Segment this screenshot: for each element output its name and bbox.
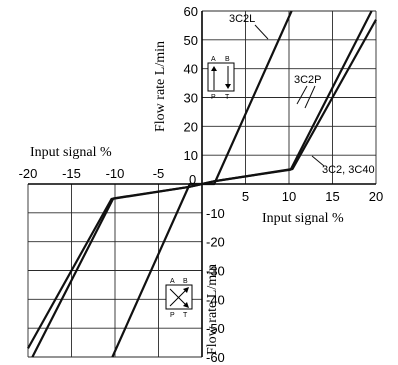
label-3c2-3c40: 3C2, 3C40: [322, 164, 375, 176]
y-tick-m30: -30: [206, 264, 225, 279]
x-axis-label-right: Input signal %: [262, 211, 344, 226]
y-tick-m20: -20: [206, 235, 225, 250]
leader-3c2p: [296, 85, 316, 109]
label-3c2p: 3C2P: [294, 74, 322, 86]
symbol-top-port-a: A: [211, 56, 216, 63]
x-tick-m20: -20: [19, 166, 38, 181]
x-tick-15: 15: [325, 189, 339, 204]
leader-3c2l: [254, 24, 269, 40]
x-tick-20: 20: [369, 189, 383, 204]
series-labels: 3C2L 3C2P 3C2, 3C40: [229, 13, 375, 176]
y-tick-40: 40: [184, 62, 198, 77]
y-axis-label-bottom: Flow rate L/min: [205, 264, 220, 355]
y-tick-10: 10: [184, 148, 198, 163]
symbol-bottom-port-p: P: [170, 312, 175, 319]
y-tick-m40: -40: [206, 292, 225, 307]
y-tick-m60: -60: [206, 350, 225, 365]
grid-lines: [27, 10, 377, 358]
y-axis-label-top: Flow rate L/min: [153, 41, 168, 132]
y-tick-60: 60: [184, 4, 198, 19]
x-tick-m15: -15: [62, 166, 81, 181]
y-tick-m10: -10: [206, 206, 225, 221]
y-tick-30: 30: [184, 91, 198, 106]
x-tick-5: 5: [242, 189, 249, 204]
y-tick-20: 20: [184, 119, 198, 134]
curves: [27, 10, 377, 358]
symbol-bottom-port-b: B: [183, 278, 188, 285]
symbol-bottom-port-a: A: [170, 278, 175, 285]
valve-symbol-cross: A B P T: [165, 278, 193, 319]
y-tick-50: 50: [184, 33, 198, 48]
origin-label: 0: [189, 172, 196, 187]
symbol-bottom-port-t: T: [183, 312, 188, 319]
series-line-3c2-3c40: [27, 19, 377, 349]
tick-labels: -20 -15 -10 -5 5 10 15 20 -60 -50 -40 -30 -20 -10 10 20…: [19, 4, 384, 365]
valve-symbol-parallel: A B P T: [207, 56, 235, 101]
label-3c2l: 3C2L: [229, 13, 255, 25]
x-axis-label-left: Input signal %: [30, 145, 112, 160]
symbol-top-port-b: B: [225, 56, 230, 63]
symbol-top-port-t: T: [225, 94, 230, 101]
x-tick-10: 10: [282, 189, 296, 204]
leader-3c2-3c40: [311, 155, 325, 167]
x-tick-m5: -5: [153, 166, 165, 181]
symbol-top-port-p: P: [211, 94, 216, 101]
y-tick-m50: -50: [206, 321, 225, 336]
x-tick-m10: -10: [106, 166, 125, 181]
